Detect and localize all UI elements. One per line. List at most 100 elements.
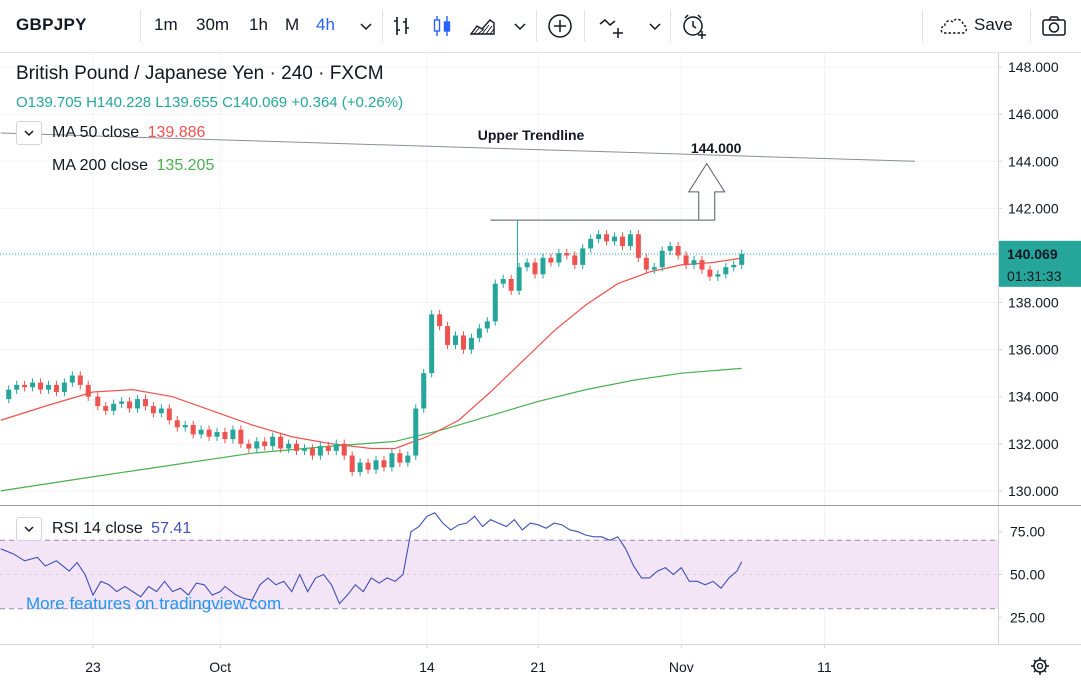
candle-body	[683, 255, 689, 265]
ma200-legend[interactable]: MA 200 close 135.205	[52, 157, 214, 175]
save-button[interactable]: Save	[974, 15, 1013, 34]
camera-icon[interactable]	[1040, 12, 1068, 40]
candle-body	[317, 446, 323, 456]
candle-body	[397, 453, 403, 463]
candle-body	[460, 335, 466, 350]
area-chart-style-icon[interactable]	[468, 12, 496, 40]
candle-body	[230, 429, 236, 440]
candle-body	[564, 253, 570, 256]
time-tick-label: 11	[817, 659, 832, 675]
candle-body	[627, 234, 633, 247]
candle-body	[731, 264, 737, 268]
candle-body	[166, 408, 172, 421]
candle-body	[30, 382, 36, 388]
close-label: C	[222, 94, 233, 111]
chevron-down-icon[interactable]	[352, 12, 380, 40]
toolbar-divider	[922, 10, 923, 42]
ohlc-values: O139.705 H140.228 L139.655 C140.069 +0.3…	[16, 94, 403, 111]
low-value: 139.655	[163, 94, 218, 111]
time-tick-label: Oct	[209, 659, 231, 675]
ma50-legend[interactable]: MA 50 close 139.886	[52, 124, 205, 142]
symbol-search[interactable]: GBPJPY	[16, 15, 87, 34]
candle-body	[524, 262, 530, 268]
timeframe-30m[interactable]: 30m	[196, 15, 230, 34]
rsi-axis[interactable]: 75.00 50.00 25.00	[998, 524, 1045, 626]
candle-body	[174, 420, 180, 428]
candle-body	[373, 460, 379, 470]
candle-body	[715, 274, 721, 277]
price-tick-label: 142.000	[1008, 200, 1059, 216]
toolbar-divider	[670, 10, 671, 42]
candle-body	[262, 441, 268, 447]
candle-body	[158, 408, 164, 414]
candle-body	[142, 399, 148, 407]
candle-body	[206, 429, 212, 437]
toolbar-divider	[584, 10, 585, 42]
rsi-tick-label: 50.00	[1010, 567, 1045, 583]
collapse-indicators-button[interactable]	[16, 121, 42, 145]
target-arrow[interactable]	[490, 162, 726, 221]
settings-gear-icon[interactable]	[1031, 657, 1049, 675]
rsi-label: RSI 14 close	[52, 520, 143, 537]
candle-body	[635, 234, 641, 258]
last-price-badge-bg	[999, 240, 1081, 287]
price-tick-label: 144.000	[1008, 153, 1059, 169]
price-tick-label: 132.000	[1008, 436, 1059, 452]
close-value: 140.069	[232, 94, 288, 111]
change-value: +0.364 (+0.26%)	[291, 94, 404, 111]
candle-body	[190, 424, 196, 435]
candle-body	[468, 337, 474, 350]
candle-body	[619, 236, 625, 247]
candle-body	[53, 384, 59, 392]
bar-chart-style-icon[interactable]	[388, 12, 416, 40]
candle-body	[707, 269, 713, 277]
candle-body	[667, 246, 673, 251]
high-value: 140.228	[96, 94, 152, 111]
chevron-down-icon[interactable]	[506, 12, 534, 40]
chart-legend: British Pound / Japanese Yen · 240 · FXC…	[16, 63, 384, 85]
price-tick-label: 146.000	[1008, 106, 1059, 122]
promo-link[interactable]: More features on tradingview.com	[26, 594, 282, 613]
candle-body	[556, 253, 562, 263]
timeframe-m[interactable]: M	[285, 15, 300, 34]
collapse-rsi-button[interactable]	[16, 517, 42, 541]
time-axis[interactable]: 23 Oct 14 21 Nov 11	[85, 644, 832, 675]
rsi-legend[interactable]: RSI 14 close 57.41	[52, 520, 191, 538]
compare-icon[interactable]	[598, 12, 626, 40]
alert-clock-icon[interactable]	[680, 12, 708, 40]
candle-chart-style-icon[interactable]	[428, 12, 456, 40]
add-indicator-icon[interactable]	[546, 12, 574, 40]
candle-body	[294, 443, 300, 451]
candle-body	[484, 321, 490, 329]
candle-body	[309, 448, 315, 456]
timeframe-4h[interactable]: 4h	[316, 15, 335, 34]
candle-body	[182, 424, 188, 428]
candle-body	[413, 408, 419, 456]
chart-canvas[interactable]: Upper Trendline 144.000 148.000 146.000 14…	[0, 53, 1081, 684]
grid	[0, 53, 998, 643]
price-tick-label: 134.000	[1008, 389, 1059, 405]
candle-body	[500, 279, 506, 284]
candle-body	[150, 406, 156, 414]
candle-body	[246, 443, 252, 449]
candle-body	[476, 328, 482, 338]
candle-body	[222, 432, 228, 440]
candle-body	[301, 448, 307, 451]
rsi-value: 57.41	[151, 520, 192, 537]
candle-body	[365, 462, 371, 470]
chevron-down-icon[interactable]	[641, 12, 669, 40]
rsi-tick-label: 25.00	[1010, 609, 1045, 625]
toolbar-divider	[1030, 10, 1031, 42]
candle-body	[238, 429, 244, 444]
candle-body	[381, 460, 387, 468]
upper-trendline[interactable]	[0, 132, 916, 162]
candle-body	[95, 396, 101, 407]
cloud-save-icon[interactable]	[936, 12, 970, 40]
timeframe-1h[interactable]: 1h	[249, 15, 268, 34]
candle-body	[85, 384, 91, 397]
candle-body	[659, 250, 665, 268]
ma200-value: 135.205	[156, 157, 215, 174]
candle-body	[6, 389, 12, 400]
timeframe-1m[interactable]: 1m	[154, 15, 178, 34]
candle-body	[349, 455, 355, 473]
